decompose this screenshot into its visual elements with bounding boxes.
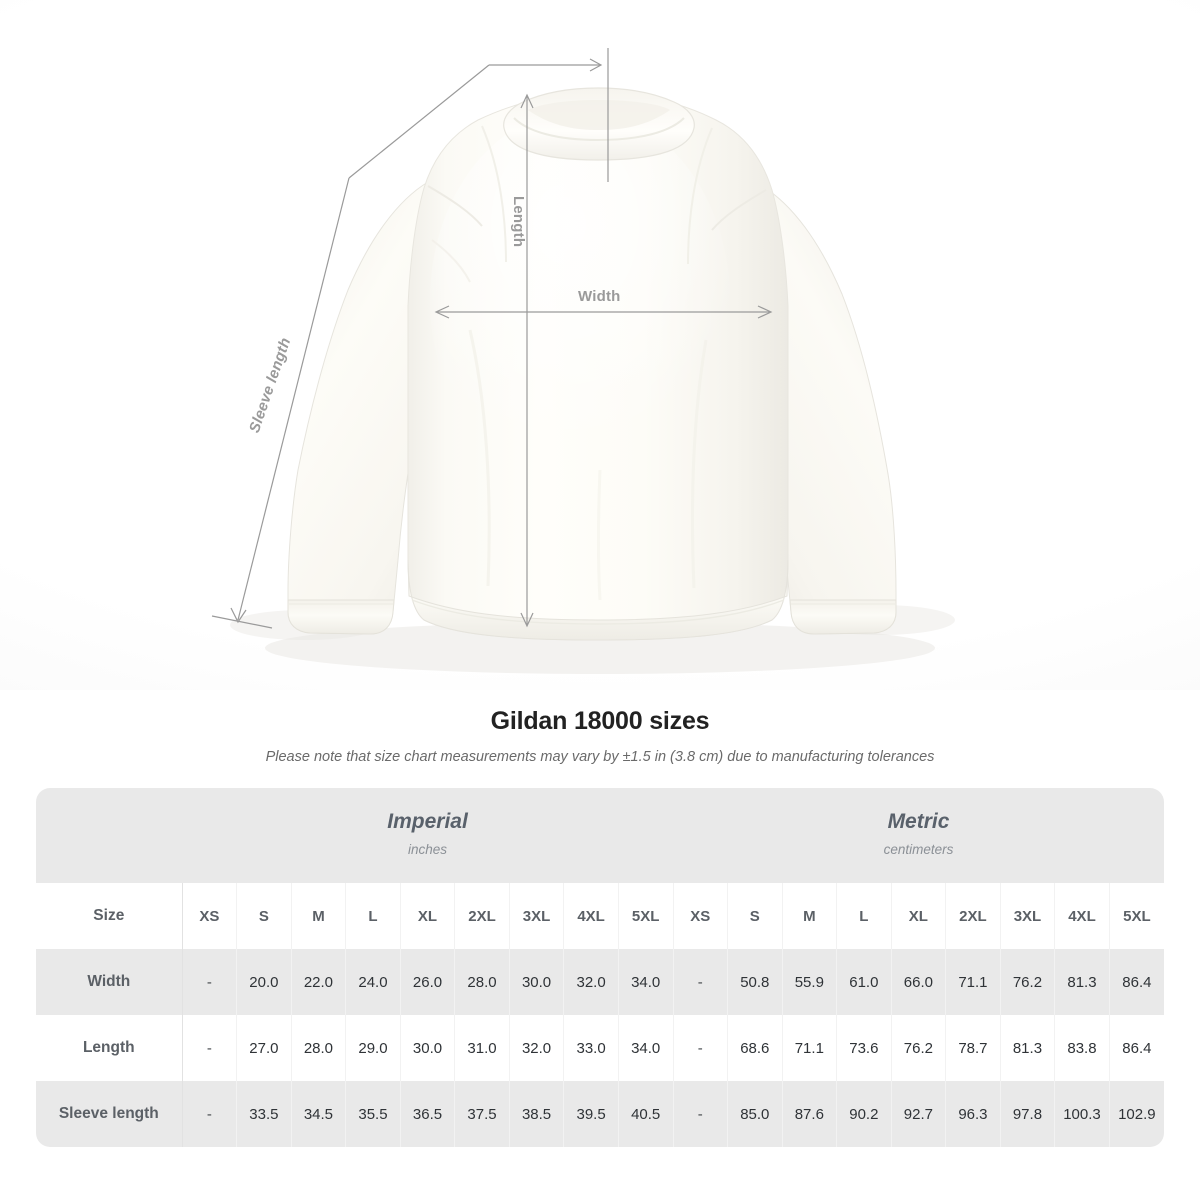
table-cell: -: [672, 1015, 729, 1082]
table-cell: 68.6: [727, 1015, 783, 1082]
table-cell: 30.0: [509, 949, 565, 1016]
tolerance-note: Please note that size chart measurements…: [265, 749, 935, 765]
row-label: Sleeve length: [36, 1081, 183, 1148]
table-cell: 34.5: [291, 1081, 347, 1148]
table-cell: 20.0: [236, 949, 292, 1016]
size-column-header: S: [236, 883, 292, 950]
size-column-header: 5XL: [618, 883, 674, 950]
unit-header-spacer: [36, 788, 183, 884]
size-chart-table: Imperial inches Metric centimeters Size XS S M L…: [36, 788, 1164, 1148]
size-chart-table-wrap: Imperial inches Metric centimeters Size XS S M L…: [36, 788, 1164, 1148]
row-label: Length: [36, 1015, 183, 1082]
size-column-header: 2XL: [454, 883, 510, 950]
size-column-header: 5XL: [1109, 883, 1164, 950]
table-cell: 40.5: [618, 1081, 674, 1148]
table-row: Sleeve length -33.5 34.5 35.5 36.5 37.5 38.5 39…: [36, 1081, 1164, 1148]
table-cell: 73.6: [836, 1015, 892, 1082]
row-label-size: Size: [36, 883, 183, 950]
table-cell: 32.0: [509, 1015, 565, 1082]
unit-header-metric: Metric centimeters: [673, 788, 1164, 884]
size-column-header: XS: [182, 883, 238, 950]
table-cell: 85.0: [727, 1081, 783, 1148]
table-cell: 28.0: [291, 1015, 347, 1082]
sweatshirt-illustration: [211, 48, 955, 674]
table-cell: 34.0: [618, 949, 674, 1016]
table-cell: -: [672, 949, 729, 1016]
size-column-header: L: [345, 883, 401, 950]
table-cell: 36.5: [400, 1081, 456, 1148]
table-cell: 30.0: [400, 1015, 456, 1082]
size-column-header: 2XL: [945, 883, 1001, 950]
table-cell: 76.2: [1000, 949, 1056, 1016]
table-cell: 26.0: [400, 949, 456, 1016]
table-cell: 81.3: [1054, 949, 1110, 1016]
size-column-header: 3XL: [509, 883, 565, 950]
table-cell: 90.2: [836, 1081, 892, 1148]
size-column-header: 3XL: [1000, 883, 1056, 950]
table-cell: 78.7: [945, 1015, 1001, 1082]
table-cell: 33.0: [563, 1015, 619, 1082]
size-column-header: M: [782, 883, 838, 950]
table-cell: 92.7: [891, 1081, 947, 1148]
table-cell: -: [672, 1081, 729, 1148]
table-cell: 35.5: [345, 1081, 401, 1148]
table-cell: 50.8: [727, 949, 783, 1016]
table-cell: 71.1: [782, 1015, 838, 1082]
table-cell: 97.8: [1000, 1081, 1056, 1148]
size-column-header: XS: [672, 883, 729, 950]
table-cell: -: [182, 1015, 238, 1082]
title-block: Gildan 18000 sizes Please note that size…: [0, 690, 1200, 765]
table-cell: 81.3: [1000, 1015, 1056, 1082]
table-cell: 100.3: [1054, 1081, 1110, 1148]
table-cell: 71.1: [945, 949, 1001, 1016]
size-column-header: S: [727, 883, 783, 950]
size-column-header: L: [836, 883, 892, 950]
row-label: Width: [36, 949, 183, 1016]
table-cell: 34.0: [618, 1015, 674, 1082]
table-cell: 87.6: [782, 1081, 838, 1148]
table-cell: 33.5: [236, 1081, 292, 1148]
unit-header-row: Imperial inches Metric centimeters: [36, 788, 1164, 884]
size-column-header: XL: [400, 883, 456, 950]
table-cell: 83.8: [1054, 1015, 1110, 1082]
size-column-header: XL: [891, 883, 947, 950]
size-column-header: M: [291, 883, 347, 950]
table-row: Length -27.0 28.0 29.0 30.0 31.0 32.0 33.0 34.0-…: [36, 1015, 1164, 1082]
table-row: Width -20.0 22.0 24.0 26.0 28.0 30.0 32.0 34.0-5…: [36, 949, 1164, 1016]
table-cell: -: [182, 949, 238, 1016]
table-cell: 22.0: [291, 949, 347, 1016]
length-measurement-label: Length: [510, 196, 527, 248]
table-cell: 32.0: [563, 949, 619, 1016]
table-cell: 27.0: [236, 1015, 292, 1082]
unit-header-imperial: Imperial inches: [182, 788, 673, 884]
table-cell: 38.5: [509, 1081, 565, 1148]
width-measurement-label: Width: [578, 288, 621, 305]
unit-name: Imperial: [387, 810, 468, 833]
unit-subtitle: inches: [408, 842, 448, 858]
table-cell: 55.9: [782, 949, 838, 1016]
size-column-header: 4XL: [563, 883, 619, 950]
table-cell: 29.0: [345, 1015, 401, 1082]
size-column-header: 4XL: [1054, 883, 1110, 950]
table-cell: 86.4: [1109, 949, 1164, 1016]
table-cell: 102.9: [1109, 1081, 1164, 1148]
table-cell: 39.5: [563, 1081, 619, 1148]
product-illustration-area: Length Width Sleeve length: [0, 0, 1200, 690]
table-cell: 86.4: [1109, 1015, 1164, 1082]
unit-name: Metric: [887, 810, 950, 833]
page-title: Gildan 18000 sizes: [490, 707, 710, 735]
table-cell: 66.0: [891, 949, 947, 1016]
table-cell: 31.0: [454, 1015, 510, 1082]
unit-subtitle: centimeters: [883, 842, 954, 858]
table-cell: 24.0: [345, 949, 401, 1016]
table-cell: -: [182, 1081, 238, 1148]
table-cell: 61.0: [836, 949, 892, 1016]
table-cell: 76.2: [891, 1015, 947, 1082]
table-cell: 37.5: [454, 1081, 510, 1148]
table-cell: 96.3: [945, 1081, 1001, 1148]
size-header-row: Size XS S M L XL 2XL 3XL 4XL 5XL XS S M L XL 2XL 3XL 4XL 5…: [36, 883, 1164, 950]
table-cell: 28.0: [454, 949, 510, 1016]
